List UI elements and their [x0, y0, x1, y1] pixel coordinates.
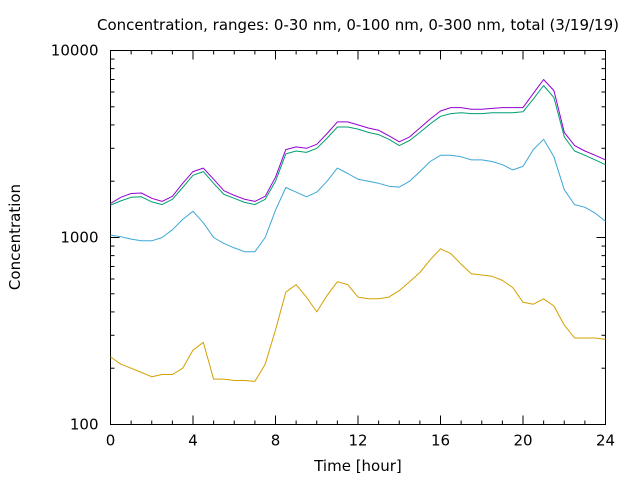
- tick-labels: 0 4 8 12 16 20 24 100 1000 10000: [51, 42, 615, 450]
- x-tick-label: 24: [596, 432, 615, 450]
- plot-frame: [110, 50, 606, 425]
- series-line-1: [110, 248, 606, 382]
- series-line-3: [110, 85, 606, 206]
- y-tick-label: 10000: [51, 42, 99, 60]
- x-tick-label: 0: [106, 432, 116, 450]
- series-layer: [110, 79, 606, 382]
- series-line-2: [110, 138, 606, 253]
- x-tick-label: 4: [188, 432, 198, 450]
- series-line-4: [110, 79, 606, 204]
- y-axis-label: Concentration: [6, 184, 24, 290]
- x-axis-label: Time [hour]: [313, 457, 402, 475]
- x-tick-label: 12: [348, 432, 367, 450]
- chart-title: Concentration, ranges: 0-30 nm, 0-100 nm…: [97, 16, 619, 34]
- x-tick-label: 20: [513, 432, 532, 450]
- axis-ticks: [110, 50, 606, 425]
- y-tick-label: 1000: [60, 229, 98, 247]
- x-tick-label: 16: [431, 432, 450, 450]
- y-tick-label: 100: [70, 416, 99, 434]
- x-tick-label: 8: [271, 432, 281, 450]
